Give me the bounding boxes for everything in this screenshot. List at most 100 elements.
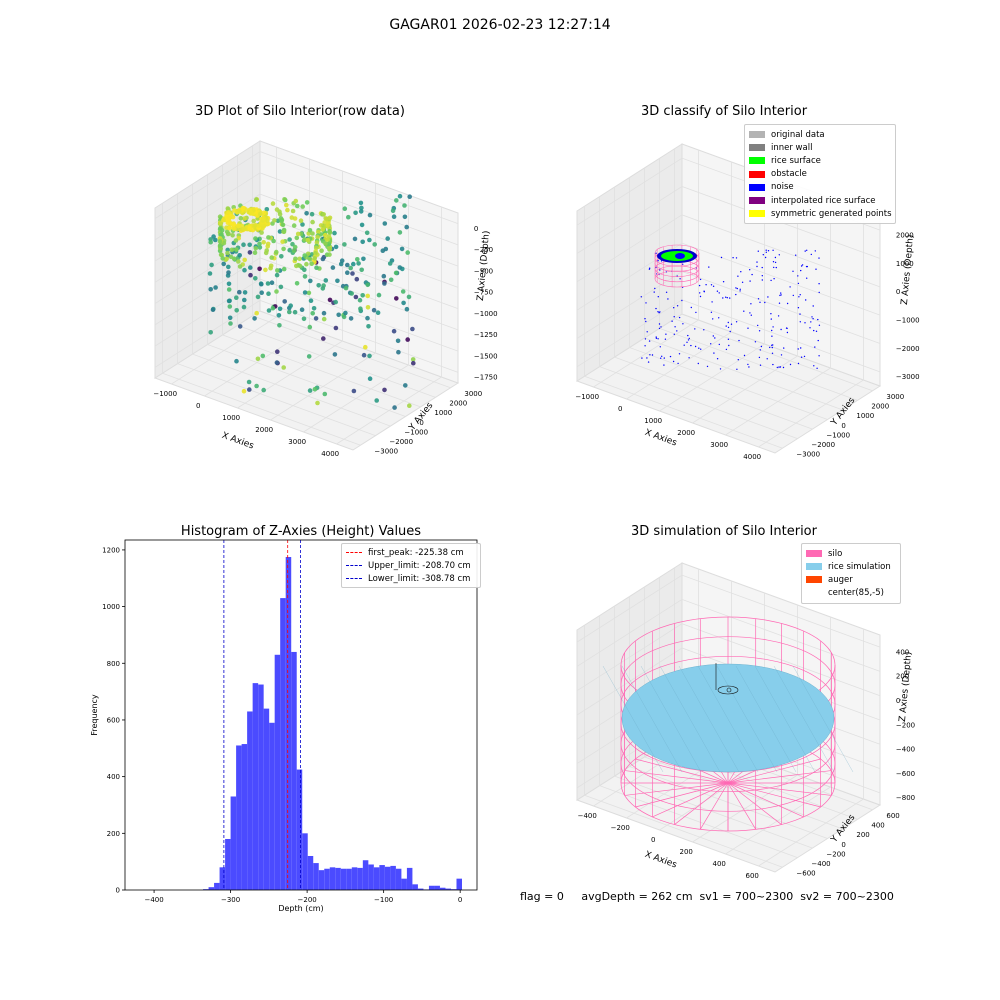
noise-point [651, 354, 654, 356]
raw-data-point [264, 207, 270, 212]
panel2-xlabel: X Axies [643, 428, 678, 449]
legend-label: first_peak: -225.38 cm [368, 547, 464, 558]
noise-point [799, 321, 801, 323]
noise-point [748, 366, 750, 368]
noise-point [688, 357, 690, 359]
raw-data-point [305, 237, 311, 243]
raw-data-point [237, 253, 242, 258]
p1-ytick-label: 3000 [464, 390, 482, 398]
noise-point [758, 356, 761, 359]
legend-label: silo [828, 548, 843, 559]
histogram-bar [274, 654, 281, 890]
noise-point [773, 278, 775, 280]
noise-point [657, 338, 659, 340]
histogram-bar [296, 769, 303, 890]
raw-data-point [287, 247, 293, 253]
histogram-bar [318, 870, 325, 890]
p4-xgrid [725, 617, 831, 855]
raw-data-point [281, 365, 287, 370]
noise-point [712, 318, 714, 320]
noise-point [797, 282, 800, 285]
auger-path [715, 663, 739, 695]
noise-point [772, 261, 775, 263]
noise-point [801, 264, 804, 266]
panel2-zlabel: Z Axies (Depth) [900, 234, 916, 305]
raw-data-point [397, 193, 403, 199]
raw-data-point [227, 226, 232, 231]
noise-point [712, 335, 714, 337]
noise-point [729, 297, 731, 299]
raw-data-point [277, 229, 283, 234]
raw-data-point [247, 250, 253, 255]
noise-point [645, 320, 647, 323]
noise-point [655, 336, 657, 338]
p2-ztick-label: −2000 [896, 345, 920, 353]
raw-data-point [320, 227, 326, 232]
raw-data-point [365, 293, 371, 299]
noise-point [673, 307, 675, 309]
p4-ztick-label: −800 [896, 794, 915, 802]
noise-point [710, 343, 712, 345]
p2-xtick-label: 2000 [677, 429, 695, 437]
raw-data-point [371, 307, 377, 313]
raw-data-point [253, 197, 259, 202]
raw-data-point [255, 356, 261, 362]
p4-ytick-label: −400 [811, 860, 830, 868]
raw-data-point [343, 285, 349, 291]
p4-xgrid [758, 629, 864, 867]
p1-ytick-label: 1000 [434, 409, 452, 417]
histogram-bar [445, 888, 451, 890]
noise-point [780, 328, 782, 331]
legend-line [346, 578, 362, 579]
histogram-bar [236, 745, 242, 890]
raw-data-point [354, 276, 360, 282]
panel4-xlabel: X Axies [643, 850, 678, 871]
raw-data-point [302, 274, 308, 279]
raw-data-point [263, 250, 269, 256]
raw-data-point [266, 291, 271, 297]
rice-mesh-line [773, 665, 835, 773]
raw-data-point [213, 237, 218, 243]
noise-point [766, 358, 768, 360]
noise-point [741, 281, 744, 283]
raw-data-point [234, 358, 239, 364]
raw-data-point [376, 292, 382, 298]
noise-point [754, 341, 757, 343]
panel4-title: 3D simulation of Silo Interior [631, 524, 817, 539]
raw-data-point [252, 316, 257, 321]
raw-data-point [279, 253, 284, 259]
silo-bottom-spoke [727, 782, 756, 830]
noise-point [659, 311, 661, 313]
histogram-ylabel: Frequency [90, 694, 99, 736]
legend-entry: Lower_limit: -308.78 cm [346, 572, 476, 585]
raw-data-point [291, 223, 297, 228]
legend-label: symmetric generated points [771, 208, 892, 219]
raw-data-point [358, 209, 364, 214]
noise-point [799, 294, 801, 296]
noise-point [814, 250, 816, 252]
noise-point [797, 348, 799, 350]
histogram-legend: first_peak: -225.38 cm Upper_limit: -208.… [341, 543, 481, 588]
raw-data-point [306, 290, 312, 296]
rice-mesh-line [716, 665, 778, 773]
raw-data-point [248, 272, 253, 278]
raw-data-point [219, 231, 224, 237]
noise-point [756, 265, 758, 268]
noise-point [789, 286, 791, 288]
raw-data-point [295, 231, 301, 237]
raw-data-point [308, 298, 314, 304]
noise-point [735, 287, 737, 289]
raw-data-point [348, 316, 354, 321]
p1-ytick-label: −3000 [374, 448, 398, 456]
raw-data-point [402, 203, 407, 208]
noise-point [665, 291, 668, 293]
histogram-bar [230, 796, 237, 890]
rice-mesh-line [697, 665, 759, 773]
raw-data-point [293, 198, 299, 204]
legend-label: interpolated rice surface [771, 195, 876, 206]
noise-point [751, 273, 753, 276]
histogram-xtick-label: −100 [374, 896, 393, 904]
raw-data-point [226, 210, 231, 215]
p4-xtick-label: 200 [680, 848, 693, 856]
